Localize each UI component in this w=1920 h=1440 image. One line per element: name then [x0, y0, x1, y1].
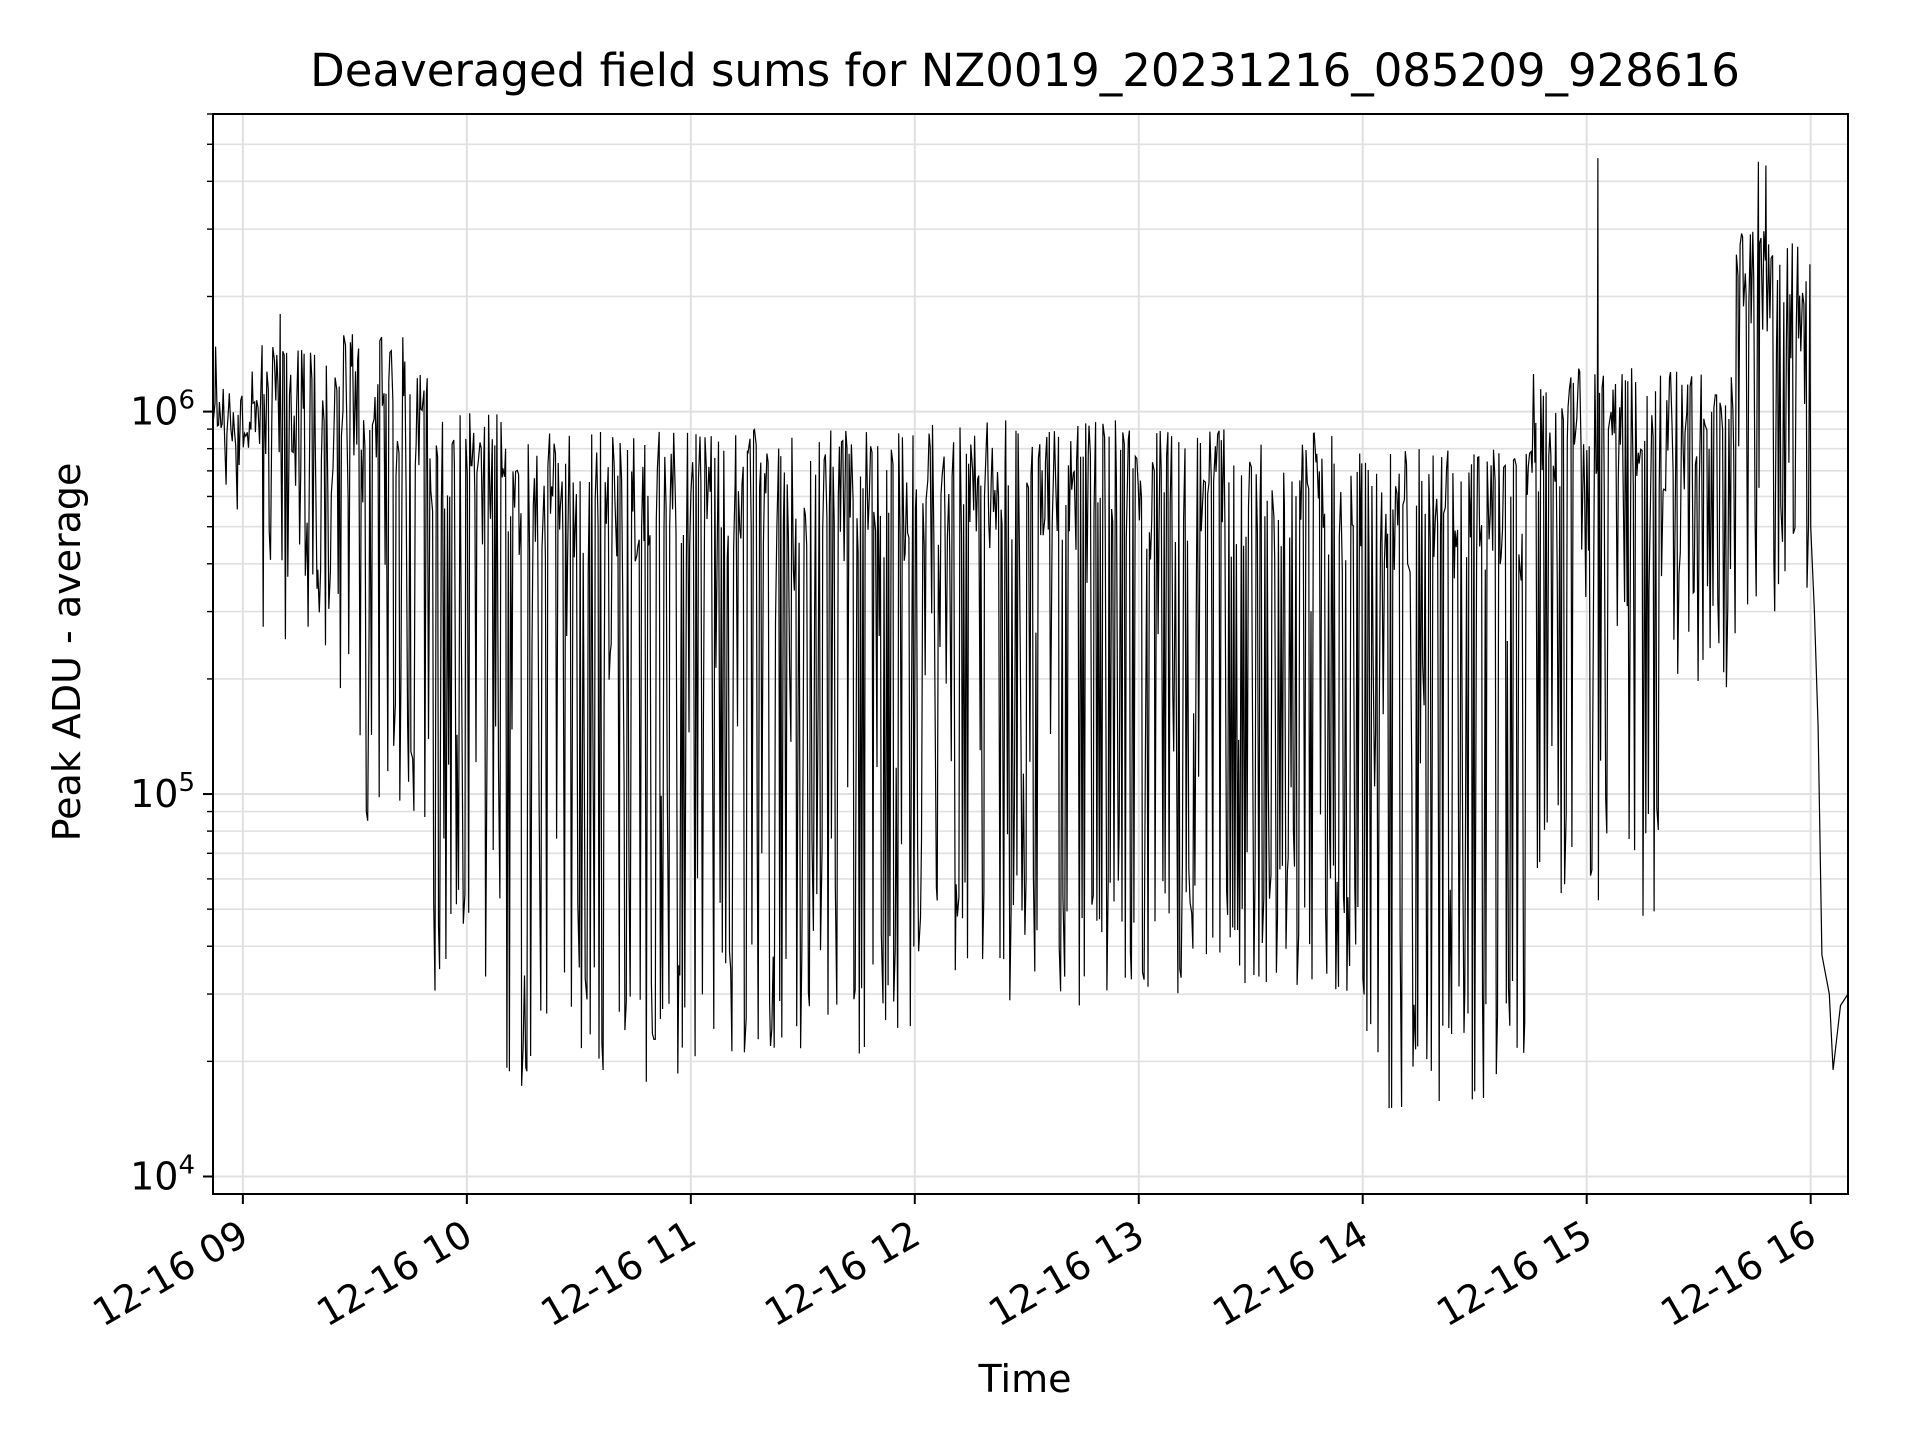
series-line — [212, 158, 1849, 1109]
series-path — [212, 158, 1849, 1109]
y-axis-label: Peak ADU - average — [45, 463, 89, 842]
plot-frame — [212, 113, 1849, 1195]
y-tick-labels: 104 105 106 — [130, 386, 195, 1199]
axis-ticks — [203, 113, 1812, 1204]
y-tick-label: 105 — [130, 768, 195, 816]
chart-title: Deaveraged field sums for NZ0019_2023121… — [310, 44, 1740, 97]
y-tick-label: 106 — [130, 386, 195, 434]
x-axis-label: Time — [978, 1357, 1072, 1401]
y-tick-label: 104 — [130, 1151, 195, 1199]
